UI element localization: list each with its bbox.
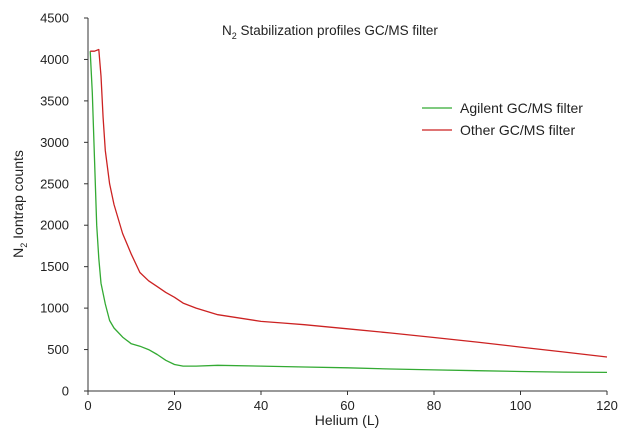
x-tick-label: 60: [340, 398, 354, 413]
y-tick-label: 1000: [40, 301, 69, 316]
y-tick-label: 1500: [40, 259, 69, 274]
y-axis-title-rest: Iontrap counts: [10, 150, 26, 243]
x-tick-label: 20: [167, 398, 181, 413]
y-tick-label: 500: [47, 342, 69, 357]
chart-title-rest: Stabilization profiles GC/MS filter: [237, 23, 439, 38]
y-tick-label: 2500: [40, 176, 69, 191]
x-tick-label: 0: [84, 398, 91, 413]
legend: Agilent GC/MS filter Other GC/MS filter: [422, 100, 583, 138]
x-tick-label: 40: [254, 398, 268, 413]
y-tick-label: 0: [62, 384, 69, 399]
x-axis-title: Helium (L): [315, 412, 380, 428]
svg-text:N2 Stabilization profiles GC/M: N2 Stabilization profiles GC/MS filter: [222, 23, 438, 41]
y-ticks: 0 500 1000 1500 2000 2500 3000 3500 4000 4500: [40, 11, 88, 399]
x-tick-label: 80: [427, 398, 441, 413]
x-tick-label: 120: [596, 398, 618, 413]
y-tick-label: 4500: [40, 11, 69, 26]
y-tick-label: 3500: [40, 93, 69, 108]
series-line-other: [90, 48, 608, 358]
y-axis-title-subscript: 2: [19, 243, 29, 248]
y-tick-label: 4000: [40, 52, 69, 67]
chart-title-main: N: [222, 23, 232, 38]
chart-title: N2 Stabilization profiles GC/MS filter: [222, 23, 438, 41]
y-tick-label: 2000: [40, 218, 69, 233]
series-line-agilent: [89, 51, 608, 374]
y-tick-label: 3000: [40, 135, 69, 150]
x-ticks: 0 20 40 60 80 100 120: [84, 391, 618, 413]
y-axis-title-main: N: [10, 248, 26, 258]
x-tick-label: 100: [510, 398, 532, 413]
svg-text:N2 Iontrap counts: N2 Iontrap counts: [10, 150, 29, 258]
y-axis-title: N2 Iontrap counts: [10, 150, 29, 258]
legend-label-other: Other GC/MS filter: [460, 122, 575, 138]
chart-title-subscript: 2: [232, 31, 237, 41]
series-layer: [89, 48, 608, 374]
legend-label-agilent: Agilent GC/MS filter: [460, 100, 583, 116]
